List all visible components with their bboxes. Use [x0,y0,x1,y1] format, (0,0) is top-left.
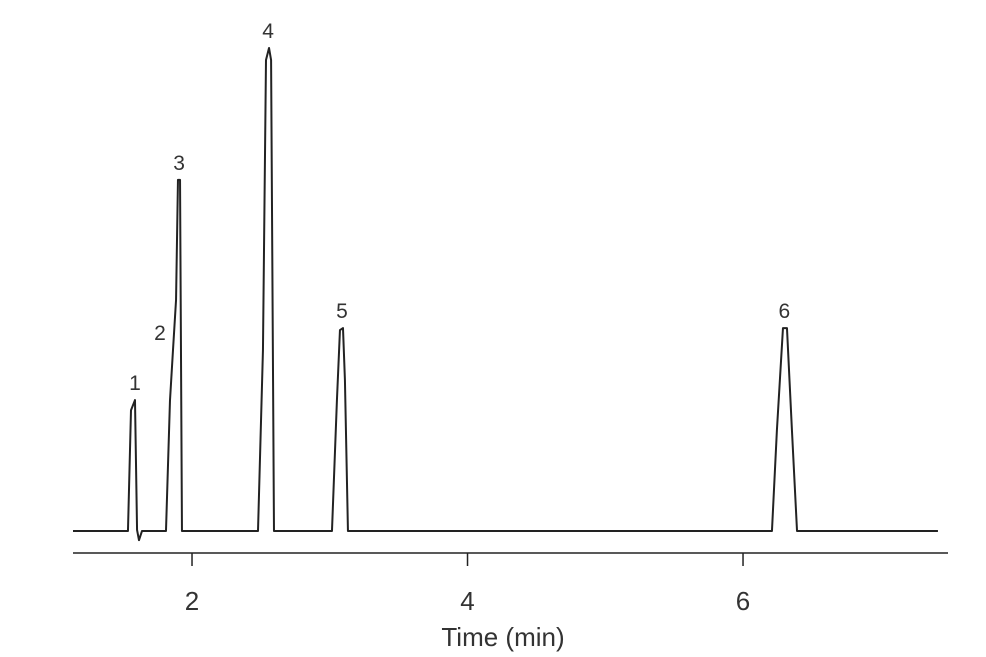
x-axis-label: Time (min) [441,622,564,652]
peak-label: 5 [336,300,348,323]
x-tick-label: 6 [736,586,750,616]
x-tick-label: 4 [460,586,474,616]
peak-label: 1 [129,372,141,395]
peak-label: 2 [154,322,166,345]
x-tick-label: 2 [185,586,199,616]
peak-label: 3 [173,152,185,175]
peak-label: 6 [779,300,791,323]
trace [73,46,938,542]
peak-label: 4 [262,20,274,43]
